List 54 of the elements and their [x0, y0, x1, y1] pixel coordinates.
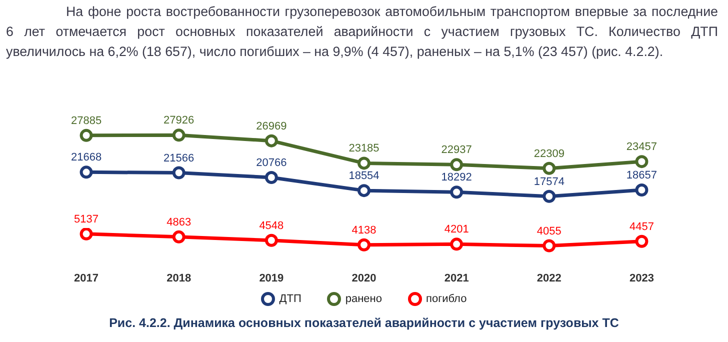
- data-label: 23457: [626, 141, 658, 154]
- data-label: 4863: [166, 216, 192, 228]
- data-label: 21566: [164, 152, 194, 164]
- data-label: 5137: [74, 213, 99, 226]
- x-tick-label: 2017: [74, 272, 99, 285]
- x-tick-label: 2018: [166, 272, 192, 285]
- point: [635, 155, 648, 168]
- text: На фоне роста востребованности грузоперевозок автомобильным транспортом впервые за последние 6 лет отмечается рост основных показателей аварийности с участием грузовых ТС. Количество ДТП увеличилось на 6,2% (18 657), число погибших – на 9,9% (4 457), раненых – на 5,1% (23 457) (рис. 4.2.2).: [6, 3, 718, 61]
- data-label: 27885: [70, 114, 102, 127]
- x-tick-label: 2020: [352, 272, 376, 285]
- legend-label: ранено: [345, 293, 382, 305]
- data-label: 4138: [352, 224, 376, 236]
- point: [542, 162, 556, 175]
- point: [635, 183, 648, 196]
- point: [542, 190, 556, 203]
- point: [172, 128, 186, 142]
- data-label: 4548: [259, 220, 284, 232]
- point: [80, 228, 93, 240]
- point: [172, 166, 186, 180]
- data-label: 17574: [534, 176, 564, 188]
- point: [450, 186, 464, 199]
- data-label: 22937: [441, 144, 472, 156]
- data-label: 18292: [441, 172, 472, 184]
- point: [80, 128, 93, 142]
- text: Рис. 4.2.2. Динамика основных показателей аварийности с участием грузовых ТС: [108, 316, 620, 330]
- point: [450, 158, 464, 172]
- point: [80, 166, 93, 179]
- data-label: 23185: [348, 142, 380, 155]
- point: [264, 134, 278, 148]
- point: [264, 234, 278, 247]
- point: [172, 230, 186, 244]
- x-tick-label: 2023: [629, 272, 654, 285]
- legend-label: погибло: [426, 293, 467, 305]
- point: [358, 184, 370, 198]
- data-label: 18657: [626, 170, 658, 182]
- data-label: 18554: [348, 170, 380, 182]
- x-tick-label: 2022: [536, 272, 562, 285]
- data-label: 4055: [536, 225, 562, 238]
- point: [450, 238, 464, 251]
- data-label: 4457: [629, 220, 654, 233]
- data-label: 26969: [256, 120, 287, 132]
- data-label: 22309: [534, 148, 564, 160]
- data-label: 21668: [70, 152, 102, 164]
- point: [635, 234, 648, 248]
- x-tick-label: 2021: [444, 272, 469, 285]
- data-label: 20766: [256, 157, 287, 170]
- data-label: 27926: [164, 114, 194, 127]
- data-label: 4201: [444, 224, 469, 236]
- x-tick-label: 2019: [259, 272, 284, 285]
- point: [542, 239, 556, 252]
- point: [358, 156, 370, 170]
- point: [358, 238, 370, 252]
- point: [264, 171, 278, 184]
- legend-label: ДТП: [279, 293, 302, 305]
